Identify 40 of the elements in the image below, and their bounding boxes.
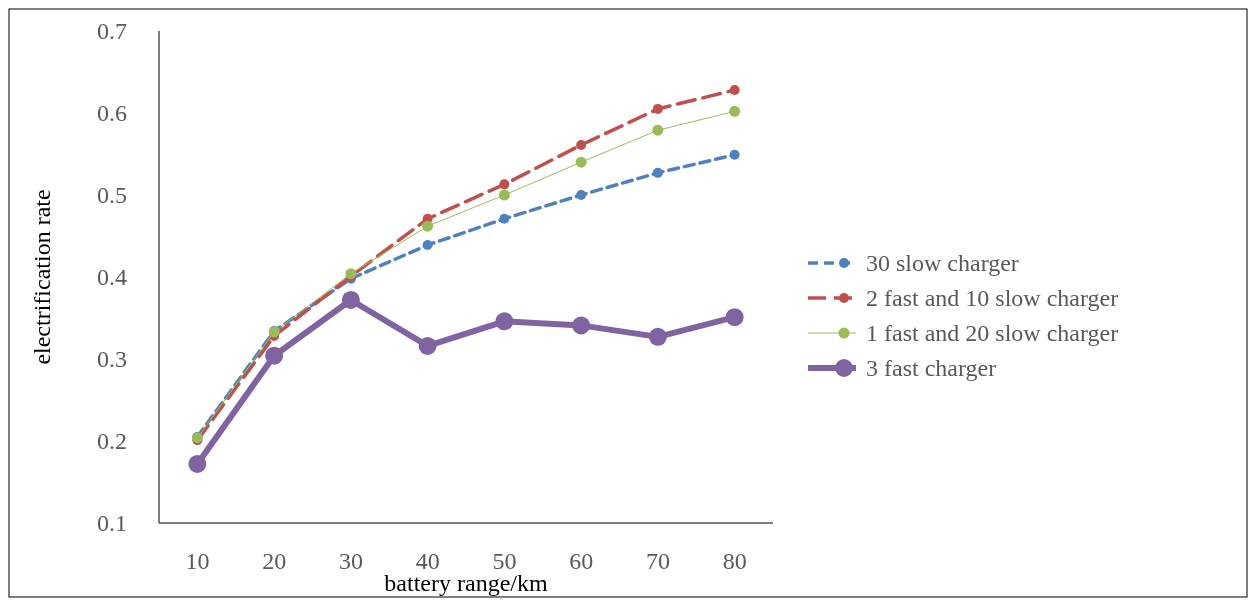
point	[576, 190, 587, 200]
y-tick-label: 0.1	[97, 510, 127, 537]
point	[652, 167, 663, 178]
point	[495, 312, 514, 331]
point	[422, 240, 433, 251]
x-tick-label: 10	[185, 548, 210, 575]
point	[652, 124, 664, 136]
point	[498, 189, 510, 201]
point	[729, 105, 741, 117]
point	[572, 316, 591, 335]
y-tick-label: 0.2	[97, 428, 127, 455]
point	[499, 213, 510, 224]
x-tick-label: 70	[645, 548, 670, 575]
point	[729, 149, 740, 160]
x-tick-label: 80	[722, 548, 747, 575]
point	[729, 85, 740, 96]
point	[576, 139, 587, 150]
y-tick-label: 0.6	[97, 100, 127, 127]
y-tick-label: 0.3	[97, 346, 127, 373]
point	[422, 220, 434, 232]
point	[648, 327, 667, 346]
legend-label: 2 fast and 10 slow charger	[866, 285, 1119, 312]
point	[725, 308, 744, 327]
y-tick-label: 0.7	[97, 18, 127, 45]
point	[341, 290, 360, 309]
y-axis-title: electrification rate	[29, 189, 55, 365]
point	[575, 156, 587, 168]
legend-label: 30 slow charger	[866, 250, 1019, 277]
point	[188, 454, 207, 473]
legend-label: 1 fast and 20 slow charger	[866, 320, 1119, 347]
y-tick-label: 0.5	[97, 182, 127, 209]
point	[499, 179, 510, 190]
point	[418, 336, 437, 355]
y-tick-label: 0.4	[97, 264, 127, 291]
x-tick-label: 30	[338, 548, 363, 575]
point	[652, 103, 663, 114]
x-tick-label: 20	[262, 548, 287, 575]
legend-label: 3 fast charger	[866, 355, 997, 382]
x-tick-label: 60	[569, 548, 594, 575]
point	[265, 346, 284, 365]
